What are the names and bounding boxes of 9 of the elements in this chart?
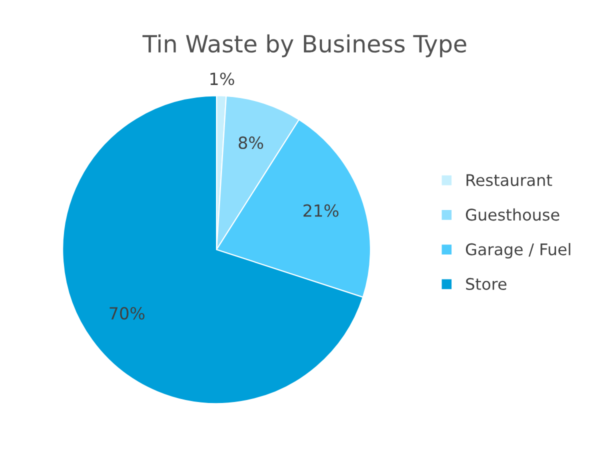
- legend-label: Garage / Fuel: [466, 243, 570, 258]
- legend-label: Restaurant: [466, 174, 552, 186]
- data-label: 70%: [110, 306, 144, 320]
- data-label: 8%: [238, 136, 264, 150]
- legend-label: Guesthouse: [466, 208, 560, 221]
- chart-title: Tin Waste by Business Type: [142, 34, 466, 58]
- data-label: 1%: [210, 72, 234, 86]
- data-label: 21%: [304, 204, 338, 217]
- legend-label: Store: [466, 278, 506, 290]
